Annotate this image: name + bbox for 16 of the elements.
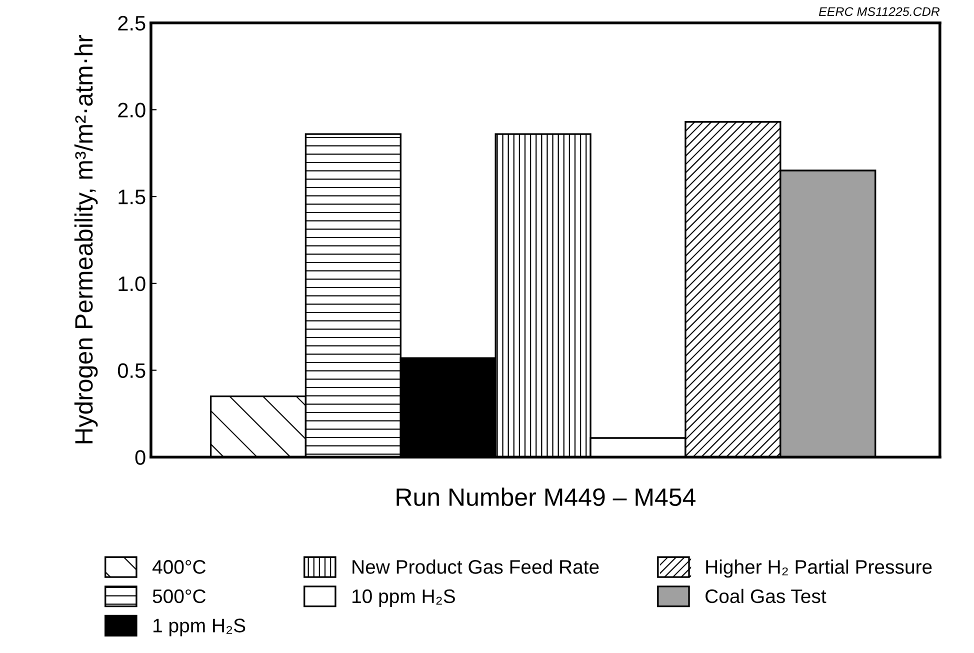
x-axis-title: Run Number M449 – M454 bbox=[396, 488, 696, 506]
legend-label: 500°C bbox=[152, 589, 206, 604]
legend-label: 400°C bbox=[152, 560, 206, 574]
y-tick-label: 0.5 bbox=[118, 363, 146, 378]
y-tick-label: 2.5 bbox=[118, 16, 146, 31]
y-tick-label: 0 bbox=[135, 450, 146, 465]
y-tick-label: 1.0 bbox=[118, 276, 146, 292]
legend-label: Coal Gas Test bbox=[706, 588, 826, 604]
text: EERC MS11225.CDR bbox=[818, 7, 940, 16]
y-axis-title: Hydrogen Permeability, m³/m²·atm·hr bbox=[74, 35, 98, 444]
legend-label: New Product Gas Feed Rate bbox=[352, 560, 599, 574]
y-tick-label: 2.0 bbox=[118, 102, 146, 118]
legend-label: 10 ppm H₂S bbox=[352, 589, 455, 607]
legend-label: Higher H₂ Partial Pressure bbox=[706, 560, 932, 578]
y-tick-label: 1.5 bbox=[118, 190, 146, 204]
legend-label: 1 ppm H₂S bbox=[154, 618, 246, 636]
